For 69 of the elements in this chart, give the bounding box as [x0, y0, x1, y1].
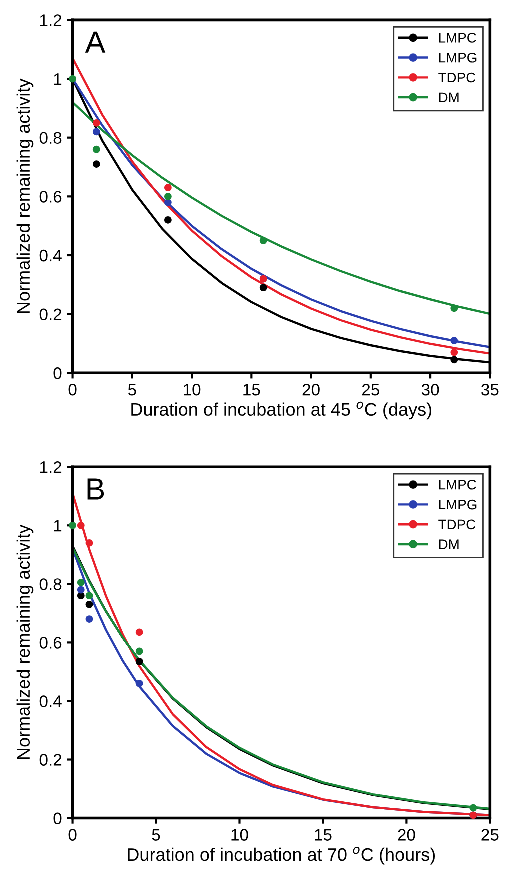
point [136, 658, 144, 666]
y-axis-title: Normalized remaining activity [16, 524, 34, 760]
y-tick-label: 0.6 [40, 637, 62, 649]
legend-label: LMPC [439, 480, 476, 490]
point [136, 628, 144, 636]
point [77, 579, 85, 586]
point [450, 304, 458, 312]
x-tick-label: 0 [68, 829, 77, 841]
point [77, 522, 85, 530]
line-series [72, 101, 490, 316]
y-tick-label: 0.2 [40, 308, 62, 321]
point [450, 356, 458, 364]
point [450, 348, 458, 356]
point [92, 128, 100, 136]
point [450, 337, 458, 344]
y-tick-label: 1.2 [40, 461, 62, 474]
y-tick-label: 0 [54, 812, 62, 824]
y-tick-label: 0.2 [40, 754, 62, 766]
x-tick-label: 25 [362, 384, 380, 396]
x-tick-label: 20 [302, 384, 320, 396]
legend-label: TDPC [438, 520, 476, 530]
y-tick-label: 0.4 [40, 696, 62, 708]
y-tick-label: 1 [54, 74, 62, 86]
x-tick-label: 10 [232, 829, 248, 841]
point [77, 586, 85, 594]
y-tick-label: 0.8 [40, 132, 62, 144]
point [69, 522, 76, 530]
point [260, 237, 268, 244]
legend-label: LMPC [439, 33, 476, 43]
y-axis-title: Normalized remaining activity [16, 78, 34, 314]
x-tick-label: 15 [244, 384, 260, 396]
point [92, 119, 100, 127]
x-tick-label: 0 [68, 384, 77, 396]
annotation: A [85, 32, 106, 53]
point [164, 193, 172, 200]
point [260, 284, 268, 292]
x-tick-label: 20 [398, 829, 416, 841]
x-axis-title: Duration of incubation at 70 $^{o}$C (hours) [128, 847, 436, 865]
point [92, 146, 100, 154]
x-tick-label: 5 [152, 829, 160, 841]
x-tick-label: 35 [482, 384, 499, 396]
point [164, 216, 172, 224]
x-tick-label: 30 [422, 384, 440, 396]
annotation: B [88, 478, 104, 500]
point [470, 804, 478, 812]
point [86, 592, 94, 600]
x-axis-title: Duration of incubation at 45 $^{o}$C (days) [132, 402, 432, 420]
legend-label: DM [439, 540, 459, 550]
y-tick-label: 0.8 [40, 578, 62, 590]
point [86, 616, 94, 623]
x-tick-label: 5 [128, 384, 136, 396]
y-tick-label: 0.4 [40, 250, 62, 262]
y-tick-label: 1 [54, 520, 62, 532]
y-tick-label: 0 [54, 368, 62, 380]
legend-label: TDPC [438, 72, 476, 83]
point [92, 160, 100, 168]
legend-label: DM [439, 92, 459, 102]
legend-label: LMPG [439, 52, 477, 63]
y-tick-label: 1.2 [40, 14, 62, 26]
legend-label: LMPG [439, 500, 477, 510]
point [136, 680, 144, 688]
x-tick-label: 25 [482, 829, 499, 841]
point [86, 540, 94, 547]
y-tick-label: 0.6 [40, 191, 62, 203]
point [136, 648, 144, 656]
point [86, 600, 94, 608]
x-tick-label: 15 [315, 829, 332, 841]
x-tick-label: 10 [184, 384, 201, 396]
point [164, 184, 172, 192]
